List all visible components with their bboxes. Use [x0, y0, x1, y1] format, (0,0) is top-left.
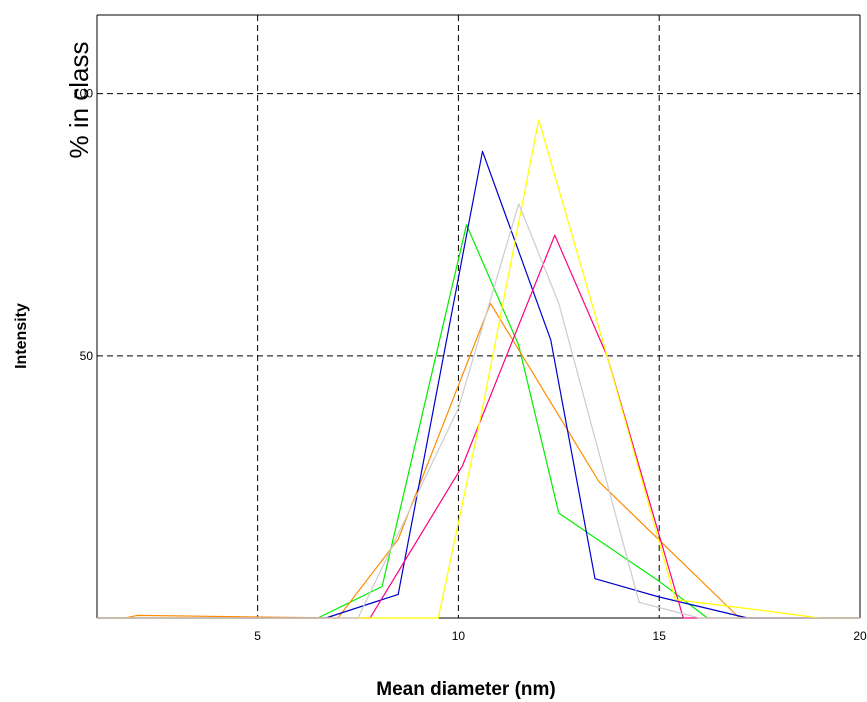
grid-lines — [97, 15, 860, 618]
series-line-4 — [97, 119, 860, 619]
x-tick-label-0: 5 — [254, 629, 261, 643]
axis-ticks: 5 10 15 20 50 100 — [73, 87, 867, 643]
inner-y-label: % in class — [64, 41, 94, 158]
x-tick-label-1: 10 — [452, 629, 466, 643]
x-tick-label-2: 15 — [653, 629, 667, 643]
series-line-5 — [97, 203, 860, 619]
y-tick-label-0: 50 — [80, 349, 94, 363]
y-tick-label-1: 100 — [73, 87, 93, 101]
x-axis-title: Mean diameter (nm) — [376, 679, 555, 700]
x-tick-label-3: 20 — [853, 629, 867, 643]
series-line-1 — [97, 302, 860, 619]
series-lines — [97, 119, 860, 619]
series-line-2 — [97, 150, 860, 619]
y-axis-title: Intensity — [13, 303, 30, 369]
series-line-0 — [97, 224, 860, 619]
plot-frame-group — [96, 14, 861, 619]
